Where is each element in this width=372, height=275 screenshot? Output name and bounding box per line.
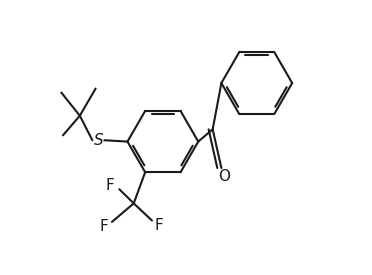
Text: F: F bbox=[99, 219, 108, 234]
Text: F: F bbox=[106, 178, 115, 193]
Text: F: F bbox=[154, 218, 163, 233]
Text: O: O bbox=[218, 169, 230, 184]
Text: S: S bbox=[93, 133, 103, 148]
